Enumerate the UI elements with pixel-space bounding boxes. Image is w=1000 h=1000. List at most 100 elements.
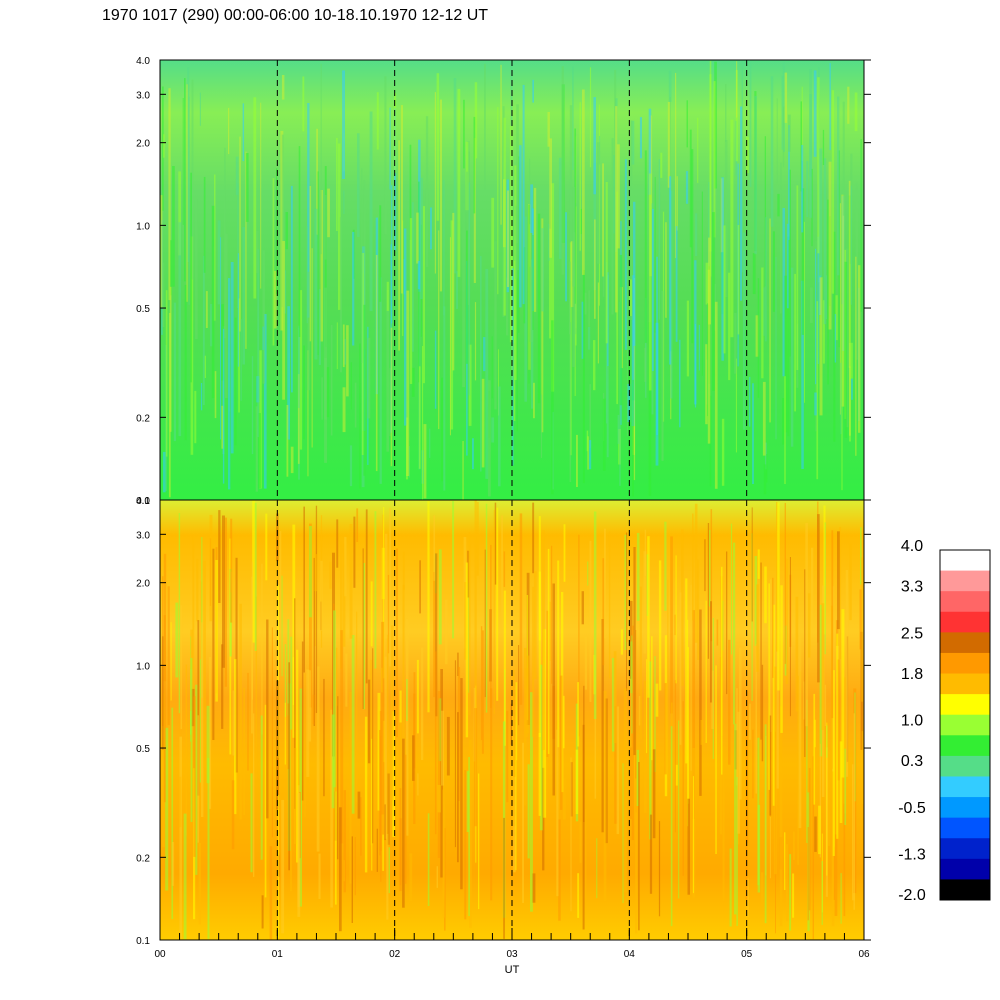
lower-texture-stripe [384, 656, 387, 839]
upper-texture-stripe [290, 185, 293, 393]
lower-texture-stripe [769, 817, 771, 879]
lower-texture-stripe [670, 536, 673, 714]
upper-texture-stripe [389, 368, 391, 436]
upper-texture-stripe [827, 199, 829, 385]
lower-texture-stripe [861, 731, 864, 804]
lower-texture-stripe [658, 821, 661, 917]
lower-texture-stripe [251, 561, 253, 700]
upper-texture-stripe [457, 88, 461, 277]
upper-texture-stripe [273, 270, 277, 329]
upper-texture-stripe [307, 103, 310, 318]
upper-texture-stripe [178, 222, 182, 437]
upper-texture-stripe [168, 88, 171, 301]
upper-texture-stripe [299, 290, 303, 450]
lower-y-tick-label: 3.0 [136, 530, 150, 541]
upper-texture-stripe [511, 343, 515, 380]
lower-texture-stripe [190, 629, 193, 669]
upper-texture-stripe [524, 216, 527, 402]
lower-texture-stripe [639, 586, 642, 740]
upper-texture-stripe [443, 180, 445, 316]
lower-texture-stripe [646, 659, 648, 754]
upper-texture-stripe [425, 116, 429, 267]
upper-texture-stripe [541, 218, 544, 433]
upper-texture-stripe [685, 171, 689, 204]
upper-texture-stripe [689, 129, 692, 248]
lower-texture-stripe [593, 511, 597, 720]
upper-y-tick-label: 3.0 [136, 90, 150, 101]
lower-texture-stripe [290, 636, 293, 730]
upper-texture-stripe [801, 280, 804, 469]
lower-texture-stripe [664, 521, 667, 611]
upper-texture-stripe [281, 75, 285, 100]
lower-texture-stripe [192, 534, 195, 711]
upper-texture-stripe [593, 340, 596, 391]
upper-texture-stripe [162, 262, 165, 327]
upper-texture-stripe [801, 188, 805, 335]
upper-texture-stripe [676, 176, 678, 231]
lower-texture-stripe [681, 529, 684, 686]
upper-texture-stripe [222, 328, 225, 484]
lower-texture-stripe [738, 647, 742, 800]
upper-texture-stripe [494, 241, 497, 410]
upper-texture-stripe [757, 278, 760, 398]
lower-texture-stripe [382, 834, 384, 871]
lower-texture-stripe [557, 560, 560, 748]
lower-texture-stripe [427, 813, 430, 906]
lower-texture-stripe [530, 692, 533, 912]
upper-texture-stripe [765, 217, 767, 342]
lower-texture-stripe [260, 715, 263, 860]
upper-texture-stripe [817, 236, 819, 364]
lower-texture-stripe [821, 861, 823, 925]
upper-texture-stripe [217, 220, 221, 305]
lower-texture-stripe [667, 579, 669, 777]
lower-texture-stripe [404, 754, 407, 884]
lower-texture-stripe [651, 636, 653, 761]
upper-texture-stripe [285, 212, 288, 250]
lower-texture-stripe [629, 600, 633, 679]
upper-texture-stripe [587, 326, 591, 350]
lower-texture-stripe [379, 710, 382, 851]
upper-texture-stripe [816, 301, 819, 480]
upper-texture-stripe [694, 260, 697, 405]
upper-texture-stripe [656, 256, 658, 436]
lower-texture-stripe [163, 615, 166, 803]
lower-texture-stripe [496, 507, 499, 701]
upper-texture-stripe [468, 182, 471, 396]
upper-texture-stripe [613, 155, 615, 234]
upper-texture-stripe [661, 291, 664, 461]
upper-texture-stripe [528, 205, 530, 384]
upper-texture-stripe [530, 184, 533, 233]
upper-texture-stripe [712, 212, 715, 391]
lower-texture-stripe [253, 713, 255, 877]
lower-texture-stripe [195, 684, 198, 875]
lower-texture-stripe [719, 657, 723, 835]
upper-texture-stripe [286, 405, 289, 477]
upper-texture-stripe [724, 140, 728, 298]
lower-texture-stripe [454, 660, 456, 848]
upper-texture-stripe [409, 218, 413, 384]
lower-texture-stripe [664, 683, 667, 775]
lower-texture-stripe [261, 563, 263, 735]
lower-texture-stripe [162, 636, 164, 750]
upper-texture-stripe [695, 213, 698, 256]
upper-texture-stripe [363, 304, 366, 476]
lower-texture-stripe [476, 501, 479, 576]
upper-texture-stripe [162, 86, 164, 211]
upper-texture-stripe [220, 237, 222, 440]
upper-texture-stripe [529, 158, 531, 225]
upper-texture-stripe [491, 197, 495, 268]
lower-texture-stripe [167, 586, 170, 726]
upper-texture-stripe [765, 442, 767, 470]
upper-texture-stripe [262, 326, 264, 350]
lower-texture-stripe [284, 702, 286, 765]
lower-texture-stripe [480, 626, 483, 741]
lower-texture-stripe [308, 670, 312, 742]
upper-texture-stripe [828, 161, 832, 330]
lower-texture-stripe [277, 584, 279, 758]
lower-texture-stripe [165, 727, 169, 891]
colorbar-segment [940, 879, 990, 901]
lower-texture-stripe [469, 739, 472, 928]
colorbar-segment [940, 817, 990, 839]
lower-texture-stripe [297, 793, 301, 917]
upper-texture-stripe [255, 230, 259, 274]
